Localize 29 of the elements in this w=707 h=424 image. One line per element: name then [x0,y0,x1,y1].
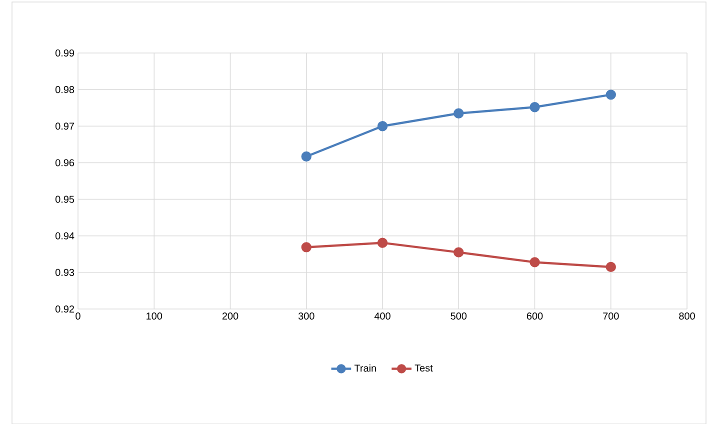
point [301,151,312,162]
x-tick-label: 0 [76,312,80,320]
point [377,120,388,132]
y-tick-label: 0.95 [55,196,74,203]
x-tick-label: 200 [222,312,238,320]
point [530,256,540,268]
y-tick-label: 0.94 [55,232,74,240]
x-tick-label: 300 [298,312,314,320]
point [454,108,464,118]
x-tick-label: 700 [603,312,619,320]
x-tick-label: 800 [679,312,695,320]
y-tick-label: 0.96 [55,159,74,166]
point [606,262,616,272]
y-tick-label: 0.92 [55,305,74,312]
point [377,238,388,248]
y-tick-label: 0.98 [55,86,74,93]
x-tick-label: 600 [526,312,543,320]
x-tick-label: 400 [374,312,390,320]
point [454,247,464,258]
point [301,242,312,252]
x-tick-label: 500 [450,312,467,320]
y-tick-label: 0.93 [55,268,74,276]
point [530,102,540,112]
y-tick-label: 0.97 [55,122,74,130]
legend-label: Train [354,364,376,372]
y-tick-label: 0.99 [55,49,74,56]
point [606,89,616,100]
x-tick-label: 100 [146,312,162,320]
legend-label: Test [414,364,433,372]
